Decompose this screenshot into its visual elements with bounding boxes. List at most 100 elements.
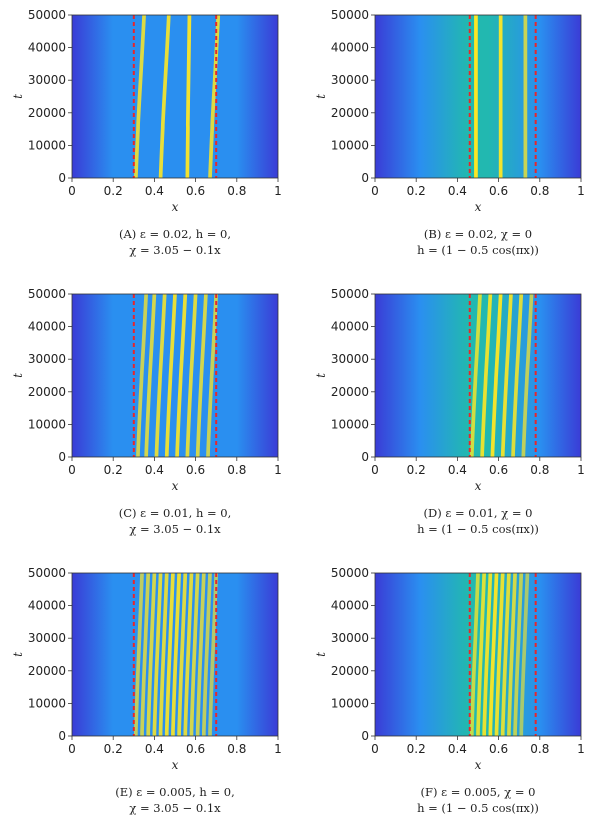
stripe-3 <box>482 573 493 736</box>
x-tick-label: 0.4 <box>448 742 467 756</box>
caption-line-1: (A) ε = 0.02, h = 0, <box>119 227 231 241</box>
y-tick-label: 10000 <box>28 417 66 431</box>
y-tick-label: 20000 <box>28 385 66 399</box>
y-tick-label: 30000 <box>28 73 66 87</box>
caption-line-2: χ = 3.05 − 0.1x <box>129 243 221 257</box>
caption-line-2: h = (1 − 0.5 cos(πx)) <box>417 243 539 257</box>
x-axis-label: x <box>172 200 179 214</box>
stripe-2 <box>498 15 503 178</box>
y-tick-label: 0 <box>58 729 66 743</box>
x-tick-label: 0.2 <box>104 184 123 198</box>
stripe-9 <box>519 573 530 736</box>
x-tick-label: 1 <box>577 742 585 756</box>
y-tick-label: 30000 <box>331 631 369 645</box>
y-tick-label: 20000 <box>28 106 66 120</box>
x-axis-label: x <box>475 200 482 214</box>
x-tick-label: 0.6 <box>186 184 205 198</box>
stripe-6 <box>164 573 175 736</box>
y-tick-label: 30000 <box>331 352 369 366</box>
y-tick-label: 10000 <box>28 138 66 152</box>
x-tick-label: 0.8 <box>227 463 246 477</box>
x-tick-label: 0.6 <box>489 463 508 477</box>
y-tick-label: 30000 <box>28 631 66 645</box>
x-tick-label: 0 <box>68 742 76 756</box>
stripe-7 <box>507 573 517 736</box>
stripe-3 <box>490 294 503 457</box>
panel-f: 0 0.2 0.4 0.6 0.8 1 0 10000 20000 30000 40000 50000… <box>314 566 585 815</box>
x-axis-label: x <box>475 479 482 493</box>
x-tick-label: 0 <box>68 463 76 477</box>
y-tick-label: 40000 <box>28 320 66 334</box>
x-axis-label: x <box>475 758 482 772</box>
x-tick-label: 0 <box>371 184 379 198</box>
stripe-6 <box>500 573 511 736</box>
stripe-3 <box>185 15 192 178</box>
stripe-12 <box>201 573 212 736</box>
y-tick-label: 50000 <box>331 8 369 22</box>
x-tick-label: 0.8 <box>227 742 246 756</box>
panel-e: 0 0.2 0.4 0.6 0.8 1 0 10000 20000 30000 40000 50000… <box>11 566 282 815</box>
stripe-1 <box>474 15 478 178</box>
heatmap-background <box>375 15 581 178</box>
caption-line-1: (E) ε = 0.005, h = 0, <box>115 785 235 799</box>
stripe-2 <box>480 294 493 457</box>
plot-frame <box>71 572 279 737</box>
x-tick-label: 0.8 <box>530 463 549 477</box>
y-axis-label: t <box>314 652 328 657</box>
stripe-7 <box>171 573 181 736</box>
stripe-10 <box>189 573 200 736</box>
y-tick-label: 50000 <box>28 566 66 580</box>
plot-frame <box>374 14 582 179</box>
stripe-2 <box>140 573 151 736</box>
stripe-8 <box>206 294 219 457</box>
x-tick-label: 0.4 <box>145 463 164 477</box>
x-tick-label: 0.2 <box>407 742 426 756</box>
x-tick-label: 0 <box>371 742 379 756</box>
caption-line-1: (B) ε = 0.02, χ = 0 <box>424 227 532 241</box>
stripe-5 <box>175 294 188 457</box>
y-tick-label: 40000 <box>28 41 66 55</box>
panel-c: 0 0.2 0.4 0.6 0.8 1 0 10000 20000 30000 40000 50000… <box>11 287 282 536</box>
stripe-1 <box>134 15 146 178</box>
panel-d: 0 0.2 0.4 0.6 0.8 1 0 10000 20000 30000 40000 50000… <box>314 287 585 536</box>
y-tick-label: 40000 <box>331 599 369 613</box>
stripe-1 <box>469 294 482 457</box>
stripe-3 <box>146 573 157 736</box>
y-axis-label: t <box>314 94 328 99</box>
stripe-1 <box>136 294 149 457</box>
y-tick-label: 30000 <box>28 352 66 366</box>
y-tick-label: 10000 <box>28 696 66 710</box>
y-tick-label: 50000 <box>28 8 66 22</box>
y-tick-label: 20000 <box>331 106 369 120</box>
panel-a: 0 0.2 0.4 0.6 0.8 1 0 10000 20000 30000 40000 50000… <box>11 8 282 257</box>
stripe-5 <box>511 294 524 457</box>
stripe-2 <box>144 294 157 457</box>
y-axis-label: t <box>11 373 25 378</box>
x-tick-label: 1 <box>274 742 282 756</box>
x-tick-label: 0.6 <box>186 742 205 756</box>
stripe-8 <box>513 573 524 736</box>
stripe-7 <box>195 294 208 457</box>
y-tick-label: 0 <box>58 450 66 464</box>
heatmap-background <box>72 15 278 178</box>
stripe-4 <box>208 15 221 178</box>
y-tick-label: 50000 <box>331 287 369 301</box>
stripe-6 <box>521 294 534 457</box>
x-tick-label: 0.4 <box>448 463 467 477</box>
x-tick-label: 0.4 <box>448 184 467 198</box>
x-tick-label: 0.4 <box>145 184 164 198</box>
x-tick-label: 0 <box>371 463 379 477</box>
y-axis-label: t <box>314 373 328 378</box>
y-tick-label: 0 <box>361 729 369 743</box>
y-tick-label: 30000 <box>331 73 369 87</box>
x-tick-label: 0.2 <box>407 184 426 198</box>
y-tick-label: 0 <box>361 171 369 185</box>
y-tick-label: 20000 <box>28 664 66 678</box>
stripe-4 <box>488 573 499 736</box>
y-tick-label: 0 <box>361 450 369 464</box>
x-tick-label: 0 <box>68 184 76 198</box>
caption-line-2: h = (1 − 0.5 cos(πx)) <box>417 801 539 815</box>
plot-frame <box>374 572 582 737</box>
y-tick-label: 40000 <box>331 320 369 334</box>
